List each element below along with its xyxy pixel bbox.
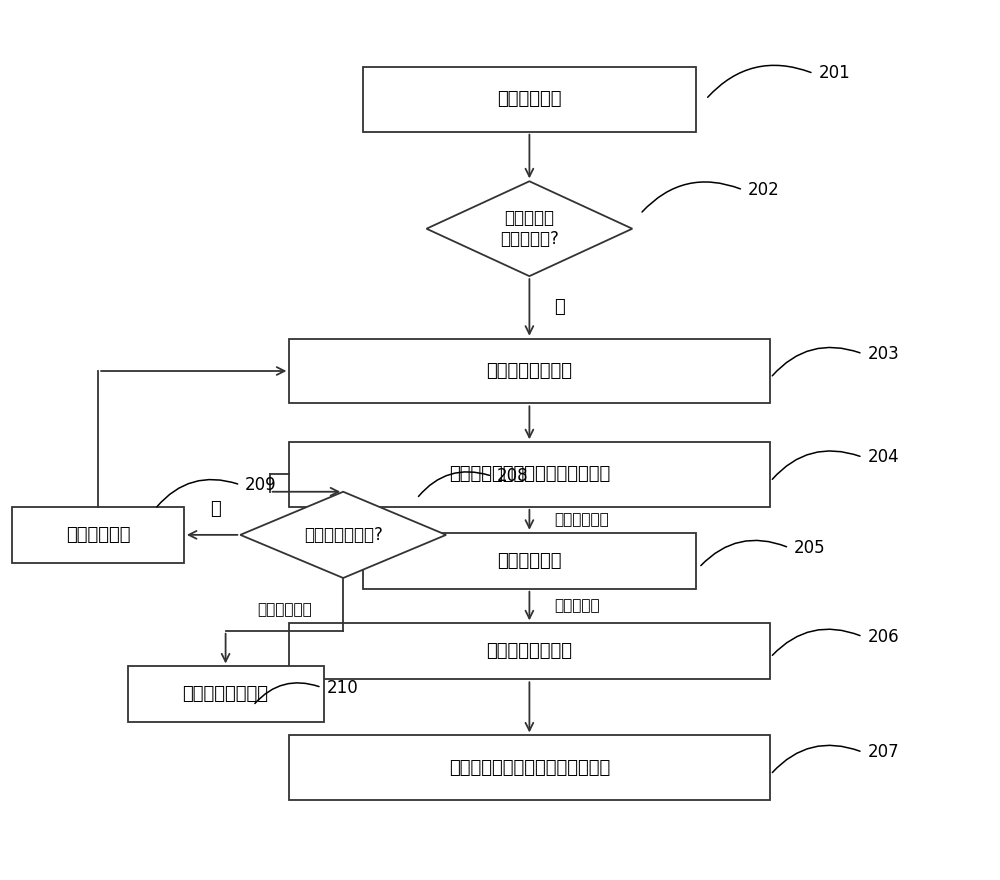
Polygon shape <box>240 492 446 578</box>
Text: 锁体解锁成功: 锁体解锁成功 <box>554 512 609 527</box>
FancyBboxPatch shape <box>12 507 184 563</box>
Text: 控制电机复位: 控制电机复位 <box>66 526 130 544</box>
Text: 203: 203 <box>868 345 899 363</box>
Text: 204: 204 <box>868 448 899 466</box>
Text: 有上锁信号: 有上锁信号 <box>554 598 600 613</box>
Text: 控制指令满
足解锁条件?: 控制指令满 足解锁条件? <box>500 209 559 248</box>
FancyBboxPatch shape <box>289 442 770 507</box>
Text: 输出异常提示信息: 输出异常提示信息 <box>183 686 269 703</box>
FancyBboxPatch shape <box>363 67 696 132</box>
Text: 监测上锁信号: 监测上锁信号 <box>497 552 562 569</box>
Text: 是: 是 <box>554 298 565 317</box>
FancyBboxPatch shape <box>289 339 770 403</box>
Text: 根据传感信号，获得上锁检测结果: 根据传感信号，获得上锁检测结果 <box>449 759 610 777</box>
FancyBboxPatch shape <box>289 736 770 800</box>
FancyBboxPatch shape <box>289 623 770 679</box>
Text: 超过次数阈值: 超过次数阈值 <box>257 602 312 617</box>
Text: 是: 是 <box>210 500 221 518</box>
Text: 202: 202 <box>748 181 780 199</box>
FancyBboxPatch shape <box>363 532 696 589</box>
Text: 206: 206 <box>868 627 899 646</box>
Text: 控制锁体进行解锁: 控制锁体进行解锁 <box>486 362 572 380</box>
Text: 控制锁体进行上锁: 控制锁体进行上锁 <box>486 642 572 660</box>
Text: 锁体的电机异常?: 锁体的电机异常? <box>304 526 383 544</box>
Text: 接收控制指令: 接收控制指令 <box>497 91 562 108</box>
Text: 209: 209 <box>245 476 277 494</box>
Text: 205: 205 <box>794 539 826 557</box>
Text: 207: 207 <box>868 744 899 761</box>
Text: 208: 208 <box>497 467 529 485</box>
Text: 210: 210 <box>327 678 358 696</box>
Text: 根据传感信号，获得解锁检测结果: 根据传感信号，获得解锁检测结果 <box>449 466 610 483</box>
FancyBboxPatch shape <box>128 666 324 722</box>
Text: 201: 201 <box>818 64 850 83</box>
Polygon shape <box>427 181 632 276</box>
